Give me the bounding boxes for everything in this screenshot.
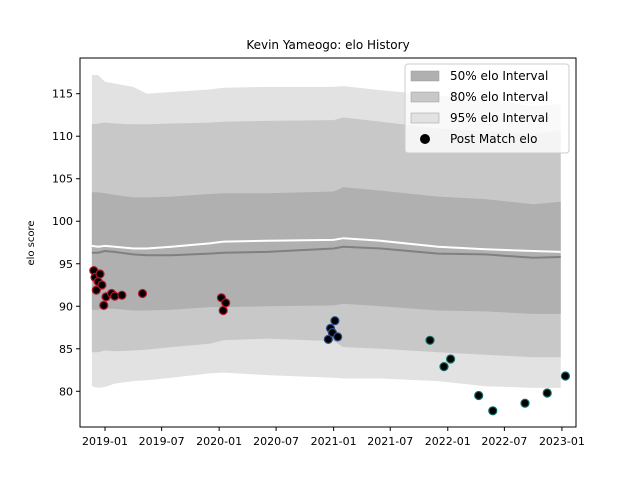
y-tick-label: 85 [59,343,73,356]
post-match-point [560,371,571,381]
legend-marker [420,134,430,144]
band-50 [91,187,561,314]
mean-elo-line [91,237,561,253]
legend: 50% elo Interval 80% elo Interval 95% elo … [404,63,570,154]
post-match-point [117,290,127,300]
post-match-point [474,390,484,401]
x-tick-label: 2022-01 [425,435,471,448]
legend-box [404,63,570,154]
chart-title: Kevin Yameogo: elo History [246,38,409,52]
post-match-point [99,300,109,310]
y-axis-label: elo score [26,220,37,265]
legend-swatch [410,112,440,124]
post-match-point [323,334,333,344]
post-match-point [542,388,552,398]
post-match-point [91,285,101,295]
y-tick-label: 90 [59,300,73,313]
post-match-point [137,288,148,299]
legend-swatch [410,91,440,103]
y-tick-label: 80 [59,385,73,398]
legend-label: 95% elo Interval [450,111,548,125]
y-tick-label: 110 [52,130,73,143]
center-elo-line [91,245,561,259]
x-tick-label: 2023-01 [539,435,585,448]
post-match-point [520,398,530,408]
x-tick-label: 2021-07 [367,435,413,448]
post-match-point [425,335,435,345]
legend-label: Post Match elo [450,132,537,146]
post-match-point [95,269,105,279]
x-tick-label: 2019-07 [139,435,185,448]
y-tick-label: 105 [52,173,73,186]
elo-lines [91,237,561,259]
x-tick-label: 2020-01 [196,435,242,448]
post-match-point [439,362,449,372]
x-tick-label: 2019-01 [82,435,128,448]
axes: 2019-01 2019-07 2020-01 2020-07 2021-01 2021-… [52,57,585,448]
post-match-point [333,332,343,342]
post-match-point [218,305,228,316]
post-match-point [446,354,456,364]
post-match-point [221,298,231,308]
y-tick-label: 115 [52,88,73,101]
post-match-point [488,406,498,416]
legend-label: 50% elo Interval [450,69,548,83]
legend-label: 80% elo Interval [450,90,548,104]
x-tick-label: 2020-07 [253,435,299,448]
post-match-point [97,280,107,290]
post-match-points [89,266,571,416]
post-match-point [330,316,340,326]
x-tick-label: 2021-01 [311,435,357,448]
y-tick-label: 95 [59,258,73,271]
legend-swatch [410,70,440,82]
y-tick-label: 100 [52,215,73,228]
plot-frame [79,57,577,428]
x-tick-label: 2022-07 [481,435,527,448]
